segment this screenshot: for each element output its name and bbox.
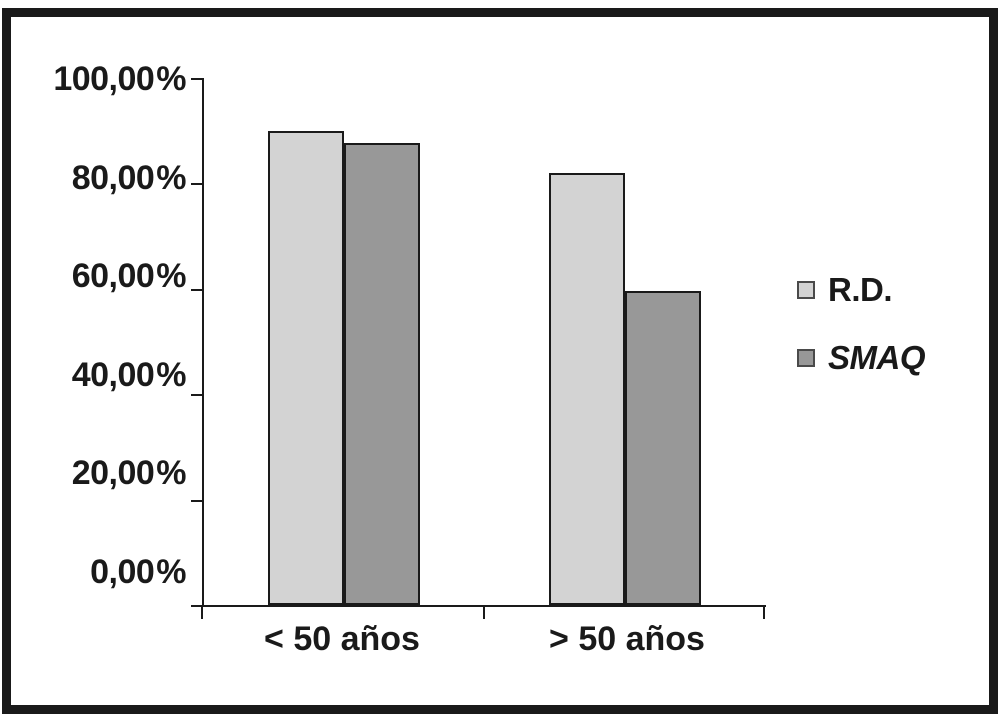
y-tick-label: 80,00 % <box>71 159 187 197</box>
legend-label-smaq: SMAQ <box>828 339 926 376</box>
bar-smaq-50aos <box>625 291 701 605</box>
legend-swatch-smaq <box>797 349 815 367</box>
x-tick <box>483 605 485 619</box>
legend-item-smaq: SMAQ <box>797 338 926 378</box>
y-tick-label: 0,00 % <box>90 553 186 591</box>
y-tick-label: 60,00 % <box>71 257 187 295</box>
legend-swatch-rd <box>797 281 815 299</box>
category-label-50aos: > 50 años <box>549 620 705 658</box>
bar-rd-50aos <box>549 173 625 605</box>
legend-item-rd: R.D. <box>797 270 893 310</box>
y-tick <box>191 605 204 607</box>
bar-rd-50aos <box>268 131 344 605</box>
category-label-50aos: < 50 años <box>264 620 420 658</box>
x-tick <box>763 605 765 619</box>
y-tick <box>191 394 204 396</box>
x-tick <box>201 605 203 619</box>
y-tick-label: 20,00 % <box>71 454 187 492</box>
legend-label-rd: R.D. <box>828 271 893 308</box>
y-axis <box>202 78 204 607</box>
y-tick <box>191 183 204 185</box>
figure-border <box>2 8 998 714</box>
y-tick <box>191 78 204 80</box>
y-tick <box>191 500 204 502</box>
y-tick-label: 40,00 % <box>71 356 187 394</box>
bar-smaq-50aos <box>344 143 420 605</box>
y-tick <box>191 289 204 291</box>
y-tick-label: 100,00 % <box>53 60 186 98</box>
